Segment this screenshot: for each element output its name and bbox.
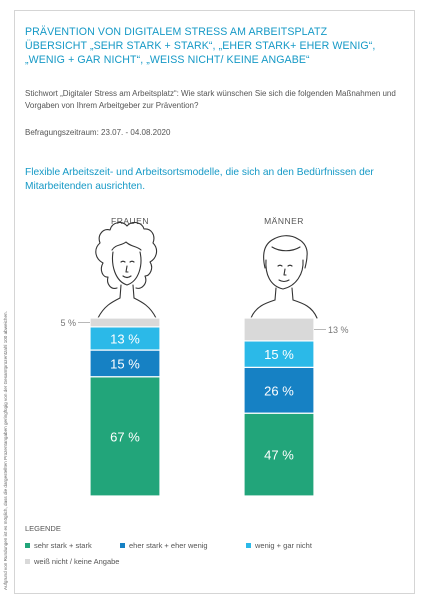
- title-line-2: ÜBERSICHT „SEHR STARK + STARK“, „EHER ST…: [25, 40, 376, 52]
- category-label-frauen: FRAUEN: [111, 216, 149, 226]
- data-label: 5 %: [60, 318, 76, 328]
- legend-label: wenig + gar nicht: [255, 541, 312, 550]
- title-line-3: „WENIG + GAR NICHT“, „WEISS NICHT/ KEINE…: [25, 54, 310, 66]
- bar-segment: [243, 366, 315, 414]
- data-label: 13 %: [110, 331, 140, 346]
- data-label: 67 %: [110, 429, 140, 444]
- legend-label: weiß nicht / keine Angabe: [34, 557, 120, 566]
- data-label: 15 %: [264, 347, 294, 362]
- legend-item-sehr-stark: sehr stark + stark: [25, 541, 92, 550]
- woman-head-icon: [95, 221, 158, 319]
- bar-segment: [243, 340, 315, 368]
- survey-question: Stichwort „Digitaler Stress am Arbeitspl…: [25, 89, 396, 110]
- legend-label: sehr stark + stark: [34, 541, 92, 550]
- data-label: 47 %: [264, 448, 294, 463]
- legend-swatch: [120, 543, 125, 548]
- legend-item-weiss-nicht: weiß nicht / keine Angabe: [25, 557, 119, 566]
- bar-segment: [89, 349, 161, 378]
- data-label: 15 %: [110, 356, 140, 371]
- man-head-icon: [250, 235, 318, 319]
- category-label-maenner: MÄNNER: [264, 216, 304, 226]
- data-label: 13 %: [328, 325, 349, 335]
- legend-item-eher-stark: eher stark + eher wenig: [120, 541, 208, 550]
- legend-swatch: [246, 543, 251, 548]
- legend-swatch: [25, 559, 30, 564]
- page-title: PRÄVENTION VON DIGITALEM STRESS AM ARBEI…: [25, 25, 407, 67]
- legend-item-wenig: wenig + gar nicht: [246, 541, 312, 550]
- bar-segment: [243, 412, 315, 497]
- legend-label: eher stark + eher wenig: [129, 541, 208, 550]
- bars-group: 67 % 15 % 13 % 5 % 47 % 26 % 15 % 13 %: [60, 317, 349, 497]
- survey-period: Befragungszeitraum: 23.07. - 04.08.2020: [25, 128, 171, 137]
- legend-swatch: [25, 543, 30, 548]
- legend-title: LEGENDE: [25, 524, 61, 533]
- data-label: 26 %: [264, 383, 294, 398]
- bar-segment: [89, 317, 161, 328]
- bar-segment: [243, 317, 315, 342]
- measure-subtitle: Flexible Arbeitszeit- und Arbeitsortsmod…: [25, 167, 374, 192]
- title-line-1: PRÄVENTION VON DIGITALEM STRESS AM ARBEI…: [25, 26, 328, 38]
- chart-frame: [14, 10, 415, 594]
